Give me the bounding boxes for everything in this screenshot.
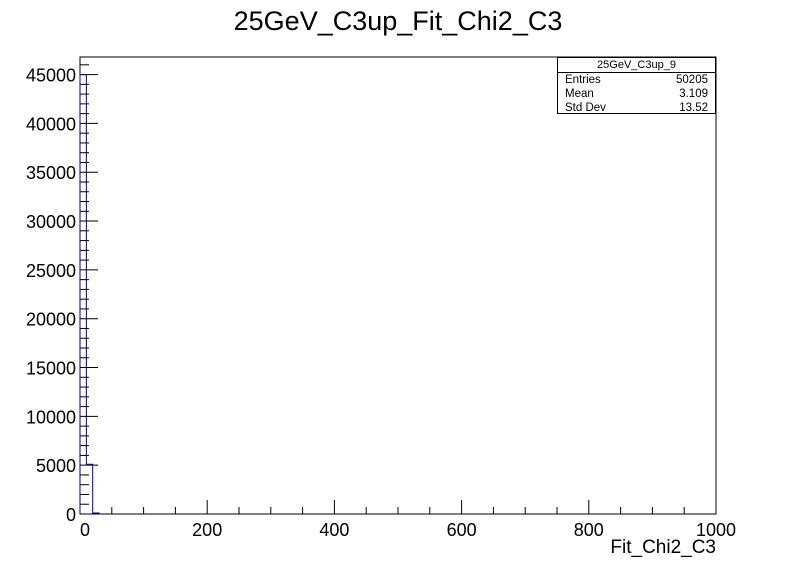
stats-box: 25GeV_C3up_9 Entries 50205 Mean 3.109 St… [557,57,716,114]
y-tick-label: 0 [66,505,76,525]
x-tick-label: 400 [319,520,349,540]
x-tick-label: 800 [574,520,604,540]
stats-row-entries: Entries 50205 [558,73,715,87]
stats-row-mean: Mean 3.109 [558,87,715,101]
x-axis-label: Fit_Chi2_C3 [610,537,716,558]
chart-title: 25GeV_C3up_Fit_Chi2_C3 [234,6,563,36]
stats-value: 3.109 [679,88,708,100]
y-tick-label: 40000 [26,114,76,134]
y-tick-label: 5000 [36,456,76,476]
y-tick-label: 30000 [26,212,76,232]
stats-label: Mean [565,88,594,100]
y-tick-label: 45000 [26,66,76,86]
x-tick-label: 200 [192,520,222,540]
x-tick-label: 1000 [696,520,736,540]
y-tick-label: 15000 [26,359,76,379]
plot-frame [79,56,717,515]
histogram-bin [80,75,86,514]
stats-value: 13.52 [679,102,708,114]
stats-label: Entries [565,74,601,86]
x-tick-label: 0 [80,520,90,540]
stats-title: 25GeV_C3up_9 [558,58,715,73]
histogram-outline [79,74,100,514]
stats-label: Std Dev [565,102,606,114]
stats-value: 50205 [676,74,708,86]
x-tick-label: 600 [447,520,477,540]
y-tick-label: 25000 [26,261,76,281]
histogram-bin [86,464,92,514]
y-tick-label: 35000 [26,163,76,183]
stats-row-stddev: Std Dev 13.52 [558,101,715,115]
y-tick-label: 10000 [26,407,76,427]
y-tick-label: 20000 [26,310,76,330]
